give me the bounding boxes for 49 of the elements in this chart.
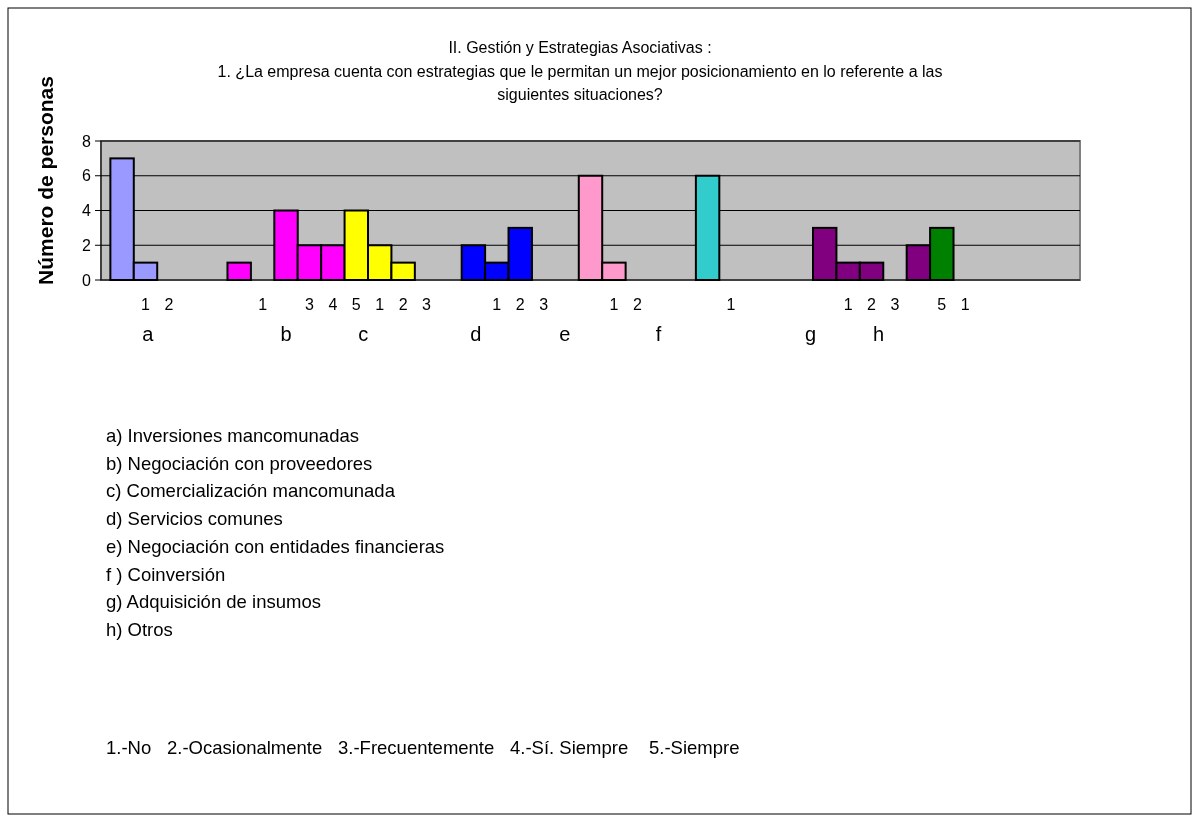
x-tick-label: 1 bbox=[258, 296, 268, 313]
y-tick-label: 0 bbox=[82, 271, 92, 289]
y-tick-label: 6 bbox=[82, 167, 92, 185]
text: 2.-Ocasionalmente bbox=[167, 737, 323, 758]
x-tick-label: 2 bbox=[515, 296, 525, 313]
text: f ) Coinversión bbox=[106, 563, 226, 585]
y-tick-label: 2 bbox=[82, 236, 92, 254]
text: a bbox=[142, 323, 155, 345]
x-tick-label: 2 bbox=[164, 296, 174, 313]
x-tick-label: 1 bbox=[141, 296, 151, 313]
text: d bbox=[470, 323, 482, 345]
x-tick-label: 3 bbox=[539, 296, 549, 313]
text: 3.-Frecuentemente bbox=[338, 737, 495, 758]
chart-subtitle: 1. ¿La empresa cuenta con estrategias que le permitan un mejor posicionamiento en lo referente a las siguientes situaciones? bbox=[217, 63, 943, 103]
text: h) Otros bbox=[106, 618, 173, 640]
text: d) Servicios comunes bbox=[106, 508, 283, 530]
x-tick-label: 1 bbox=[726, 296, 736, 313]
text: b bbox=[280, 323, 292, 345]
x-tick-label: 4 bbox=[328, 296, 338, 313]
x-tick-label: 1 bbox=[492, 296, 502, 313]
text: c bbox=[358, 323, 369, 345]
text: e bbox=[559, 323, 571, 345]
text: 4.-Sí. Siempre bbox=[510, 737, 629, 758]
x-tick-label: 1 bbox=[843, 296, 853, 313]
text: g) Adquisición de insumos bbox=[106, 591, 321, 613]
x-tick-label: 1 bbox=[609, 296, 619, 313]
y-axis-title: Número de personas bbox=[34, 76, 57, 285]
x-tick-label: 5 bbox=[937, 296, 947, 313]
text: f bbox=[655, 323, 662, 345]
text: g bbox=[805, 323, 817, 345]
x-tick-label: 1 bbox=[960, 296, 970, 313]
x-tick-label: 1 bbox=[375, 296, 385, 313]
x-tick-label: 5 bbox=[351, 296, 361, 313]
x-tick-label: 2 bbox=[867, 296, 877, 313]
text: a) Inversiones mancomunadas bbox=[106, 425, 359, 446]
text: h bbox=[873, 323, 885, 345]
y-tick-label: 8 bbox=[82, 132, 92, 150]
x-tick-label: 2 bbox=[398, 296, 408, 313]
text: 5.-Siempre bbox=[649, 737, 740, 758]
chart-title: II. Gestión y Estrategias Asociativas : bbox=[448, 39, 712, 56]
x-tick-label: 3 bbox=[422, 296, 432, 313]
x-tick-label: 3 bbox=[304, 296, 314, 313]
x-tick-label: 3 bbox=[890, 296, 900, 313]
y-tick-label: 4 bbox=[82, 202, 92, 220]
text: e) Negociación con entidades financieras bbox=[106, 535, 445, 557]
text: b) Negociación con proveedores bbox=[106, 452, 373, 474]
x-tick-label: 2 bbox=[632, 296, 642, 313]
text: c) Comercialización mancomunada bbox=[106, 480, 396, 502]
text: 1.-No bbox=[106, 737, 152, 758]
